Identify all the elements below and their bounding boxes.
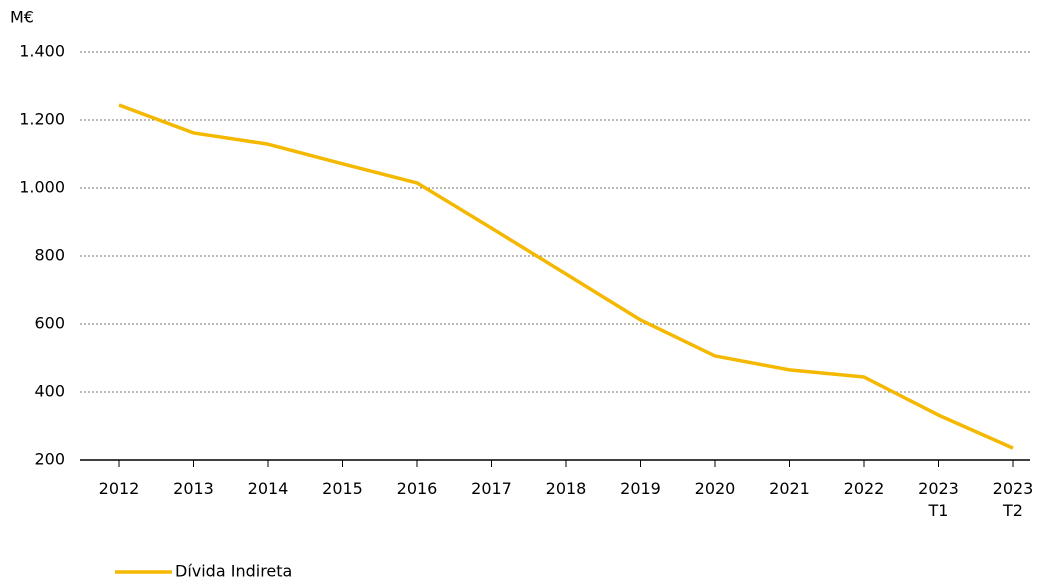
y-tick-label: 1.400 bbox=[19, 42, 65, 61]
x-tick-label: 2023 T2 bbox=[992, 479, 1034, 520]
y-tick-label: 800 bbox=[34, 246, 65, 265]
data-line bbox=[118, 103, 1014, 450]
x-tick-label: 2012 bbox=[98, 479, 140, 498]
x-tick-label: 2016 bbox=[396, 479, 438, 498]
x-tick-label: 2017 bbox=[471, 479, 512, 498]
y-tick-label: 400 bbox=[34, 382, 65, 401]
y-tick-label: 1.200 bbox=[19, 110, 65, 129]
x-tick-label: 2022 bbox=[843, 479, 885, 498]
x-tick-label: 2019 bbox=[620, 479, 661, 498]
y-unit: M€ bbox=[10, 8, 34, 27]
legend-label: Dívida Indireta bbox=[175, 562, 292, 579]
x-tick-label: 2018 bbox=[545, 479, 587, 498]
x-tick-label: 2013 bbox=[173, 479, 214, 498]
x-tick-label: 2020 bbox=[694, 479, 736, 498]
y-tick-label: 1.000 bbox=[19, 178, 65, 197]
x-tick-label: 2023 T1 bbox=[918, 479, 959, 520]
x-tick-label: 2015 bbox=[322, 479, 363, 498]
x-tick-label: 2014 bbox=[247, 479, 289, 498]
y-tick-label: 200 bbox=[34, 450, 65, 469]
y-tick-label: 600 bbox=[34, 314, 65, 333]
x-tick-label: 2021 bbox=[769, 479, 810, 498]
